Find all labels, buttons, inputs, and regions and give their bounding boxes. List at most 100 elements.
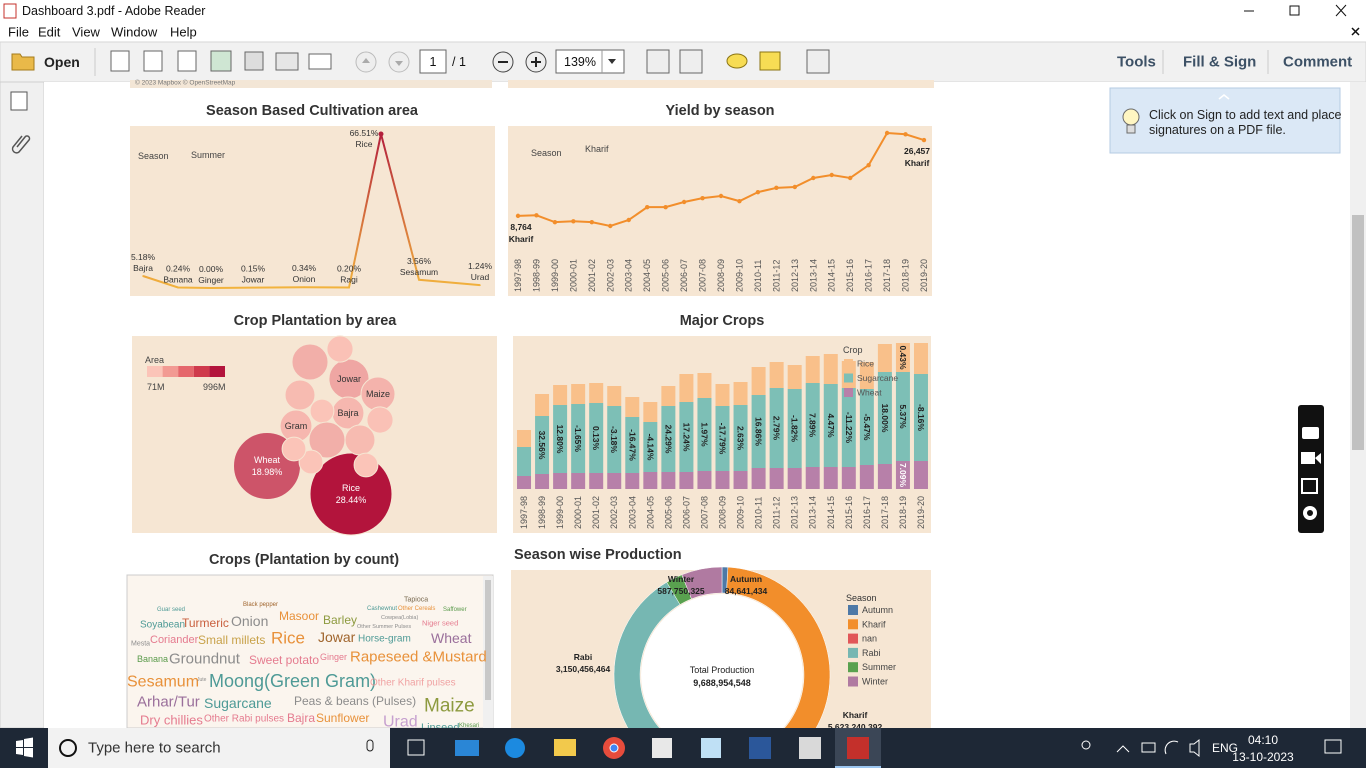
word: Peas & beans (Pulses) (294, 694, 416, 708)
x-tick-label: 2004-05 (642, 259, 652, 292)
word: Sesamum (127, 674, 199, 691)
change-label: -4.14% (645, 434, 655, 461)
change-label: 7.89% (808, 413, 818, 438)
x-tick-label: 1997-98 (513, 259, 523, 292)
camera[interactable] (1302, 427, 1319, 439)
windows[interactable] (1301, 478, 1318, 494)
legend-swatch (178, 366, 194, 377)
toolbar-tab[interactable]: Comment (1283, 54, 1352, 71)
tool-icon[interactable] (177, 50, 197, 72)
change-label: 18.00% (880, 404, 890, 433)
menu-item[interactable]: Window (111, 25, 158, 40)
fit-width[interactable] (679, 49, 703, 74)
battery-icon[interactable] (1141, 742, 1156, 753)
paint-app[interactable] (799, 737, 821, 759)
maximize[interactable] (1289, 5, 1300, 16)
start-button[interactable] (16, 737, 33, 758)
notifications[interactable] (1324, 739, 1342, 754)
bubble (353, 452, 379, 478)
menu-item[interactable]: Edit (38, 25, 61, 40)
full-screen[interactable] (806, 49, 830, 74)
pages-icon[interactable] (10, 91, 28, 111)
legend-swatch (848, 619, 858, 630)
change-label: -17.79% (718, 423, 728, 455)
chart-title: Season wise Production (514, 547, 682, 563)
reader-app[interactable] (847, 737, 869, 759)
zoom-value[interactable]: 139% (564, 55, 596, 69)
bar-segment (571, 473, 586, 489)
word: Bajra (287, 711, 315, 725)
video[interactable] (1301, 452, 1315, 464)
doc-close[interactable] (1351, 27, 1360, 36)
bar-segment (859, 362, 874, 389)
x-tick-label: 2007-08 (699, 496, 709, 529)
tray-expand[interactable] (1116, 745, 1130, 753)
change-label: 16.86% (754, 417, 764, 446)
point (700, 195, 705, 201)
print-icon[interactable] (275, 52, 299, 71)
scroll-thumb[interactable] (1352, 215, 1364, 450)
tool-icon[interactable] (110, 50, 130, 72)
mic-icon[interactable] (366, 739, 374, 752)
mail-icon[interactable] (308, 53, 332, 70)
x-tick-label: 2017-18 (880, 496, 890, 529)
toolbar-tab[interactable]: Fill & Sign (1183, 54, 1256, 71)
x-tick-label: 1999-00 (550, 259, 560, 292)
menu-item[interactable]: Help (170, 25, 197, 40)
word: Small millets (198, 633, 265, 647)
bar-segment (607, 386, 622, 406)
x-tick-label: 2007-08 (698, 259, 708, 292)
open-button[interactable]: Open (44, 54, 80, 70)
open-icon[interactable] (11, 53, 35, 71)
tool-icon[interactable] (143, 50, 163, 72)
edge-app[interactable] (505, 738, 525, 758)
wifi-icon[interactable] (1164, 740, 1179, 755)
word: Khesari (459, 723, 479, 729)
close[interactable] (1335, 4, 1347, 17)
clock-date[interactable]: 13-10-2023 (1232, 750, 1294, 764)
page-input[interactable] (419, 49, 447, 74)
word: Rapeseed &Mustard (350, 649, 487, 666)
bar-segment (661, 406, 676, 472)
word-app[interactable] (749, 737, 771, 759)
tooltip-collapse[interactable] (1218, 94, 1230, 100)
menu-item[interactable]: File (8, 25, 29, 40)
word: Moong(Green Gram) (209, 671, 376, 691)
clock-time[interactable]: 04:10 (1248, 733, 1278, 747)
legend-swatch (147, 366, 163, 377)
point (589, 219, 595, 225)
window-title: Dashboard 3.pdf - Adobe Reader (22, 4, 205, 18)
zoom-dropdown[interactable] (608, 59, 616, 64)
snip-app[interactable] (701, 738, 721, 758)
active-indicator (835, 766, 881, 768)
comment-icon[interactable] (726, 53, 748, 69)
language[interactable]: ENG (1212, 741, 1238, 755)
bar-segment (679, 402, 694, 472)
bar-segment (913, 461, 928, 489)
bar-segment (805, 383, 820, 467)
explorer-app[interactable] (554, 739, 576, 756)
attachments-icon[interactable] (11, 135, 31, 154)
card-scroll-thumb[interactable] (485, 580, 491, 700)
tool-icon[interactable] (210, 50, 232, 72)
search-box[interactable] (48, 728, 390, 768)
volume-icon[interactable] (1189, 738, 1200, 758)
bubble-label: Jowar (337, 374, 361, 384)
save-icon[interactable] (244, 51, 264, 71)
x-tick-label: 2016-17 (864, 259, 874, 292)
point (681, 199, 687, 205)
zoom-box[interactable] (555, 49, 625, 74)
task-view[interactable] (407, 739, 425, 756)
highlight-icon[interactable] (759, 51, 781, 71)
store-app[interactable] (652, 738, 672, 758)
mail-app[interactable] (455, 740, 479, 756)
toolbar-tab[interactable]: Tools (1117, 54, 1156, 71)
legend-title: Season (846, 593, 877, 603)
menu-item[interactable]: View (72, 25, 101, 40)
x-tick-label: 1997-98 (519, 496, 529, 529)
people-icon[interactable] (1081, 740, 1091, 750)
fit-page[interactable] (646, 49, 670, 74)
search-placeholder[interactable]: Type here to search (88, 740, 221, 757)
page-number[interactable]: 1 (430, 55, 437, 69)
slice-name: Winter (668, 574, 695, 584)
